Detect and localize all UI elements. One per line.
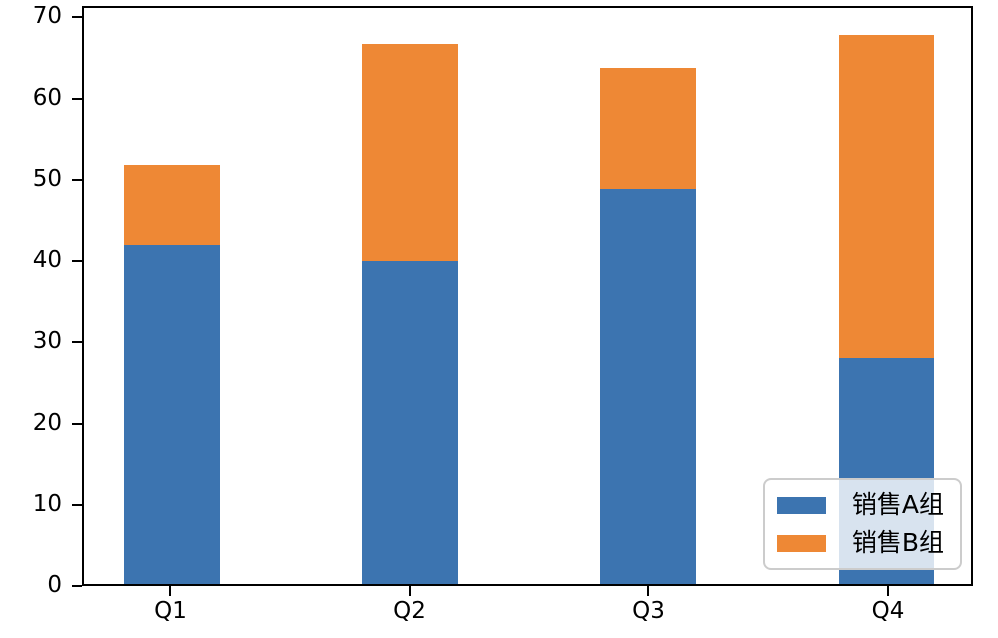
legend: 销售A组 销售B组 [762,478,962,570]
x-tick-mark-q4 [886,586,889,596]
y-tick-mark-0 [72,585,82,587]
bar-segment-q1-series-1 [124,245,220,584]
bar-segment-q3-series-2 [600,67,696,189]
y-tick-mark-50 [72,178,82,181]
legend-swatch-orange [776,534,826,552]
x-tick-label-q1: Q1 [154,598,187,624]
y-tick-label-10: 10 [32,490,62,517]
bar-segment-q2-series-1 [362,261,458,584]
legend-label-series-b: 销售B组 [851,528,944,557]
legend-item-series-b: 销售B组 [776,528,944,558]
y-tick-label-50: 50 [32,165,62,192]
x-tick-label-q4: Q4 [871,598,905,624]
y-tick-label-60: 60 [32,84,62,111]
y-tick-label-40: 40 [32,247,62,274]
y-tick-label-70: 70 [32,3,62,30]
y-tick-mark-70 [72,16,82,19]
x-tick-mark-q3 [647,586,650,596]
bars-layer [84,8,971,584]
bar-segment-q4-series-2 [838,35,935,359]
y-tick-mark-40 [72,260,82,263]
legend-item-series-a: 销售A组 [776,490,944,520]
y-tick-mark-10 [72,503,82,506]
y-tick-mark-60 [72,97,82,100]
x-tick-mark-q1 [169,586,172,596]
y-tick-mark-20 [72,422,82,425]
y-tick-mark-30 [72,341,82,344]
y-tick-label-0: 0 [47,572,62,598]
bar-segment-q3-series-1 [600,188,696,584]
x-tick-label-q2: Q2 [393,598,426,624]
x-tick-mark-q2 [408,586,411,596]
plot-area: 销售A组 销售B组 [82,6,973,586]
bar-segment-q1-series-2 [124,164,220,246]
y-tick-label-20: 20 [32,409,62,436]
x-tick-label-q3: Q3 [632,598,665,624]
y-tick-label-30: 30 [32,328,62,355]
bar-segment-q2-series-2 [362,43,458,262]
legend-label-series-a: 销售A组 [851,490,944,519]
legend-swatch-blue [776,496,826,514]
